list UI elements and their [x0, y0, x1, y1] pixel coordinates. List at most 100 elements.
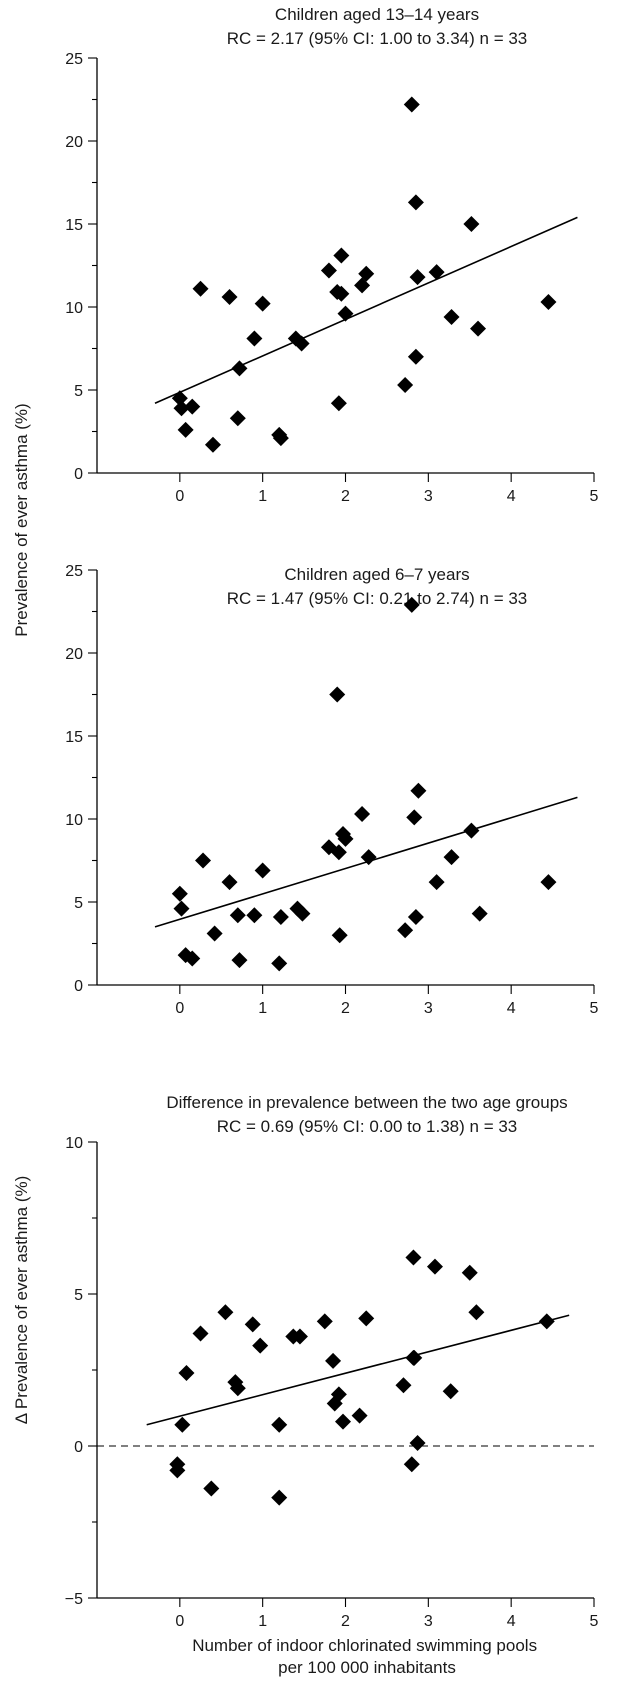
data-point — [330, 395, 347, 412]
y-tick-label: 0 — [74, 1439, 83, 1456]
data-point — [354, 806, 371, 823]
panel-title: Children aged 6–7 years — [284, 565, 469, 584]
data-point — [468, 1304, 485, 1321]
data-point — [246, 907, 263, 924]
data-point — [272, 430, 289, 447]
data-point — [405, 1249, 422, 1266]
data-point — [320, 262, 337, 279]
data-point — [231, 952, 248, 969]
x-tick-label: 0 — [175, 488, 184, 505]
y-tick-label: 25 — [65, 563, 83, 580]
data-point — [331, 927, 348, 944]
panel-subtitle: RC = 1.47 (95% CI: 0.21 to 2.74) n = 33 — [227, 589, 528, 608]
y-tick-label: 0 — [74, 978, 83, 995]
data-point — [173, 400, 190, 417]
data-point — [337, 305, 354, 322]
data-point — [463, 216, 480, 232]
data-point — [337, 830, 354, 847]
data-point — [410, 782, 427, 799]
y-tick-label: 20 — [65, 646, 83, 663]
x-tick-label: 0 — [175, 1613, 184, 1630]
panel-subtitle: RC = 2.17 (95% CI: 1.00 to 3.34) n = 33 — [227, 29, 528, 48]
data-point — [169, 1462, 186, 1479]
x-tick-label: 3 — [424, 1000, 433, 1017]
data-point — [442, 1383, 459, 1400]
data-point — [409, 269, 426, 286]
panel-6-7-years: Children aged 6–7 years RC = 1.47 (95% C… — [65, 563, 598, 1017]
data-point — [254, 295, 271, 312]
y-tick-label: 5 — [74, 383, 83, 400]
x-tick-label: 5 — [590, 1000, 599, 1017]
x-tick-label: 1 — [258, 488, 267, 505]
data-point — [252, 1337, 269, 1354]
y-tick-label: 20 — [65, 134, 83, 151]
data-point — [407, 908, 424, 925]
data-point — [403, 96, 420, 113]
x-axis-label-line-2: per 100 000 inhabitants — [278, 1658, 456, 1677]
x-tick-label: 5 — [590, 488, 599, 505]
panel-difference: Difference in prevalence between the two… — [65, 1093, 599, 1630]
data-point — [231, 360, 248, 377]
data-point — [333, 247, 350, 264]
data-point — [221, 289, 238, 306]
data-point — [428, 264, 445, 281]
data-point — [335, 1413, 352, 1430]
regression-line — [146, 1314, 570, 1426]
data-point — [358, 265, 375, 282]
data-point — [397, 922, 414, 939]
y-tick-label: 15 — [65, 729, 83, 746]
data-point — [206, 925, 223, 942]
data-point — [271, 1416, 288, 1433]
data-point — [403, 1456, 420, 1473]
data-point — [360, 849, 377, 866]
x-tick-label: 4 — [507, 1613, 516, 1630]
x-tick-label: 4 — [507, 488, 516, 505]
panel-title: Difference in prevalence between the two… — [166, 1093, 567, 1112]
data-point — [184, 398, 201, 415]
data-point — [291, 1328, 308, 1345]
x-tick-label: 4 — [507, 1000, 516, 1017]
data-point — [403, 596, 420, 613]
y-tick-label: 5 — [74, 1287, 83, 1304]
regression-line — [154, 216, 578, 405]
data-point — [192, 280, 209, 297]
data-point — [463, 822, 480, 839]
data-point — [173, 900, 190, 917]
data-point — [195, 852, 212, 869]
y-tick-label: 15 — [65, 217, 83, 234]
data-point — [271, 955, 288, 972]
x-tick-label: 3 — [424, 488, 433, 505]
data-point — [538, 1313, 555, 1330]
x-tick-label: 2 — [341, 1613, 350, 1630]
data-point — [204, 436, 221, 453]
y-tick-label: −5 — [65, 1591, 83, 1608]
data-point — [184, 950, 201, 967]
data-point — [461, 1264, 478, 1281]
y-axis-label-shared: Prevalence of ever asthma (%) — [12, 403, 31, 636]
data-point — [171, 390, 188, 407]
data-point — [325, 1352, 342, 1369]
data-point — [426, 1258, 443, 1275]
data-point — [406, 1349, 423, 1366]
data-point — [333, 285, 350, 302]
data-point — [174, 1416, 191, 1433]
y-axis-label-difference: Δ Prevalence of ever asthma (%) — [12, 1176, 31, 1425]
data-point — [229, 1380, 246, 1397]
data-point — [271, 1489, 288, 1506]
data-point — [330, 1386, 347, 1403]
data-point — [395, 1377, 412, 1394]
data-point — [246, 330, 263, 347]
x-axis-label: Number of indoor chlorinated swimming po… — [192, 1636, 542, 1677]
y-tick-label: 25 — [65, 51, 83, 68]
data-point — [192, 1325, 209, 1342]
data-point — [329, 686, 346, 703]
data-point — [428, 874, 445, 891]
data-point — [407, 194, 424, 211]
data-point — [443, 308, 460, 325]
data-point — [406, 809, 423, 826]
data-point — [397, 377, 414, 394]
x-tick-label: 2 — [341, 1000, 350, 1017]
data-point — [217, 1304, 234, 1321]
y-tick-label: 10 — [65, 812, 83, 829]
